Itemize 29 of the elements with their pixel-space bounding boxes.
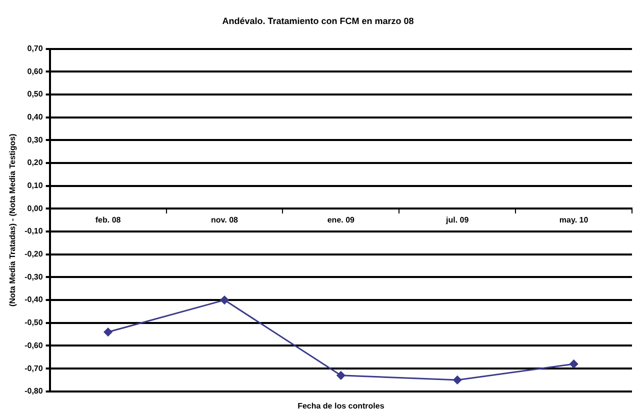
y-tick-label: 0,10 [27, 181, 44, 190]
y-tick-label: -0,60 [24, 340, 44, 350]
x-tick-label: ene. 09 [327, 216, 356, 225]
y-tick-label: -0,30 [24, 272, 44, 282]
point [220, 296, 229, 304]
y-tick-label: 0,00 [27, 204, 44, 213]
point [104, 328, 112, 336]
x-tick-label: feb. 08 [95, 216, 122, 225]
point [453, 376, 462, 384]
y-tick-label: 0,60 [27, 66, 44, 76]
y-tick-label: 0,70 [27, 44, 44, 54]
y-tick-label: -0,10 [24, 226, 44, 236]
y-tick-label: 0,20 [27, 158, 44, 168]
y-tick-label: 0,50 [27, 90, 44, 99]
y-axis-title: (Nota Media Tratadas) - (Nota Media Testigos) [8, 133, 18, 306]
y-tick-label: -0,20 [24, 250, 44, 259]
y-tick-label: -0,80 [24, 386, 44, 396]
x-axis-title: Fecha de los controles [298, 401, 385, 410]
point [336, 371, 346, 380]
x-tick-label: may. 10 [559, 216, 589, 225]
y-tick-label: -0,70 [24, 364, 44, 373]
y-tick-label: -0,50 [24, 318, 44, 328]
x-tick-label: jul. 09 [445, 216, 470, 225]
y-tick-label: -0,40 [24, 295, 44, 304]
point [570, 360, 578, 368]
y-tick-label: 0,30 [27, 135, 44, 144]
x-tick-label: nov. 08 [210, 216, 239, 225]
chart-title: Andévalo. Tratamiento con FCM en marzo 08 [222, 16, 414, 26]
y-tick-label: 0,40 [27, 112, 44, 122]
